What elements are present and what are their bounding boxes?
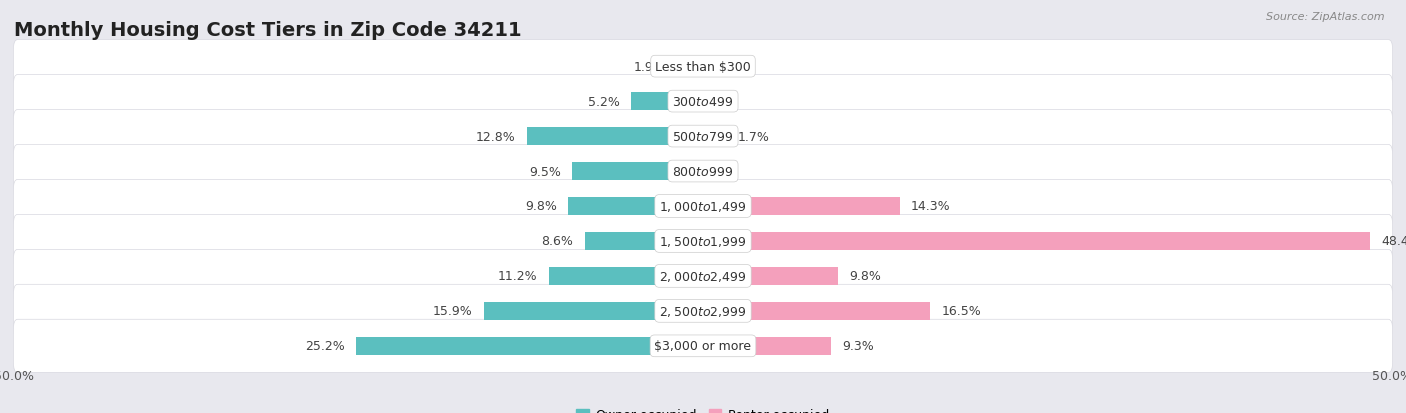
Bar xyxy=(568,197,703,216)
FancyBboxPatch shape xyxy=(14,285,1392,338)
Bar xyxy=(703,128,727,146)
Text: 16.5%: 16.5% xyxy=(942,305,981,318)
Text: 15.9%: 15.9% xyxy=(433,305,472,318)
Bar xyxy=(548,267,703,285)
FancyBboxPatch shape xyxy=(14,110,1392,163)
FancyBboxPatch shape xyxy=(14,40,1392,93)
Bar xyxy=(703,197,900,216)
Text: 5.2%: 5.2% xyxy=(589,95,620,108)
Bar xyxy=(585,232,703,250)
Text: 9.8%: 9.8% xyxy=(524,200,557,213)
Bar xyxy=(703,302,931,320)
Text: $500 to $799: $500 to $799 xyxy=(672,130,734,143)
Text: 9.3%: 9.3% xyxy=(842,339,875,352)
FancyBboxPatch shape xyxy=(14,320,1392,373)
FancyBboxPatch shape xyxy=(14,180,1392,233)
Text: 14.3%: 14.3% xyxy=(911,200,950,213)
Text: Less than $300: Less than $300 xyxy=(655,61,751,74)
Bar xyxy=(703,267,838,285)
Text: Monthly Housing Cost Tiers in Zip Code 34211: Monthly Housing Cost Tiers in Zip Code 3… xyxy=(14,21,522,40)
Text: $3,000 or more: $3,000 or more xyxy=(655,339,751,352)
Bar xyxy=(703,232,1369,250)
Text: $2,000 to $2,499: $2,000 to $2,499 xyxy=(659,269,747,283)
Text: Source: ZipAtlas.com: Source: ZipAtlas.com xyxy=(1267,12,1385,22)
Bar xyxy=(527,128,703,146)
FancyBboxPatch shape xyxy=(14,75,1392,128)
Text: 11.2%: 11.2% xyxy=(498,270,537,283)
FancyBboxPatch shape xyxy=(14,145,1392,198)
Text: 48.4%: 48.4% xyxy=(1381,235,1406,248)
Text: 25.2%: 25.2% xyxy=(305,339,344,352)
Text: 9.5%: 9.5% xyxy=(529,165,561,178)
Text: 1.7%: 1.7% xyxy=(738,130,769,143)
Text: 1.9%: 1.9% xyxy=(634,61,666,74)
Text: $1,000 to $1,499: $1,000 to $1,499 xyxy=(659,199,747,214)
Text: $2,500 to $2,999: $2,500 to $2,999 xyxy=(659,304,747,318)
Legend: Owner-occupied, Renter-occupied: Owner-occupied, Renter-occupied xyxy=(571,404,835,413)
Text: $800 to $999: $800 to $999 xyxy=(672,165,734,178)
Text: 12.8%: 12.8% xyxy=(475,130,516,143)
Bar xyxy=(676,58,703,76)
FancyBboxPatch shape xyxy=(14,250,1392,303)
Text: 8.6%: 8.6% xyxy=(541,235,574,248)
Text: 9.8%: 9.8% xyxy=(849,270,882,283)
Bar xyxy=(631,93,703,111)
Bar xyxy=(484,302,703,320)
Bar xyxy=(703,337,831,355)
Text: $1,500 to $1,999: $1,500 to $1,999 xyxy=(659,235,747,248)
FancyBboxPatch shape xyxy=(14,215,1392,268)
Bar xyxy=(572,163,703,181)
Bar xyxy=(356,337,703,355)
Text: $300 to $499: $300 to $499 xyxy=(672,95,734,108)
